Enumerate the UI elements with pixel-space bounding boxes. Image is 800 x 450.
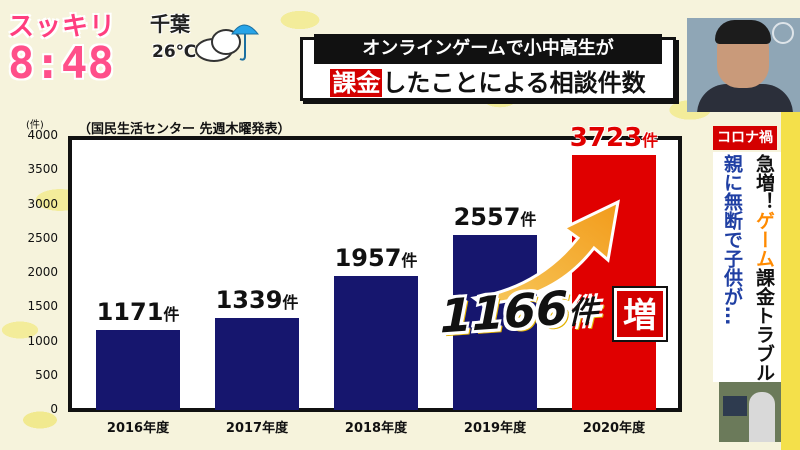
side-caption-main: 急増！ゲーム課金トラブル — [749, 154, 779, 382]
bar-2020年度 — [572, 154, 656, 410]
side-caption-panel: 急増！ゲーム課金トラブル 親に無断で子供が… — [713, 152, 781, 382]
title-line2: 課金したことによる相談件数 — [303, 68, 673, 98]
channel-watermark-icon — [772, 22, 794, 44]
thumbnail-screen — [723, 396, 747, 416]
title-highlight: 課金 — [330, 69, 383, 97]
bar-2019年度 — [453, 234, 537, 410]
presenter-camera — [687, 18, 800, 112]
presenter-suit — [697, 84, 793, 112]
bar-2016年度 — [96, 329, 180, 410]
increase-badge: 増 — [614, 288, 666, 340]
program-logo: スッキリ — [8, 12, 117, 42]
topic-tag: コロナ禍 — [713, 126, 777, 150]
side-caption-trouble: 課金トラブル — [753, 268, 775, 382]
y-tick-label: 3500 — [27, 162, 58, 177]
presenter-hair — [715, 20, 771, 44]
y-tick-label: 4000 — [27, 128, 58, 142]
increase-unit: 件 — [568, 294, 599, 332]
side-caption-sub: 親に無断で子供が… — [721, 154, 743, 325]
increase-arrow-icon — [470, 199, 620, 306]
x-tick-label: 2016年度 — [106, 421, 170, 436]
side-accent-strip — [781, 110, 800, 450]
weather-temp: 26℃ — [152, 42, 197, 62]
x-tick-label: 2018年度 — [344, 421, 408, 436]
y-tick-label: 3000 — [27, 196, 58, 211]
side-caption-game: ゲーム — [753, 211, 775, 268]
cloud-umbrella-icon — [195, 24, 260, 62]
y-tick-label: 1500 — [27, 299, 58, 314]
bar-value-label: 3723件 — [569, 122, 659, 153]
y-tick-label: 2000 — [27, 265, 58, 279]
bar-2017年度 — [215, 318, 299, 410]
increase-annotation: 1166件 — [440, 278, 599, 344]
x-tick-label: 2017年度 — [225, 421, 289, 436]
clock-time: 8:48 — [8, 38, 114, 89]
bar-value-label: 1957件 — [334, 243, 418, 272]
bar-value-label: 2557件 — [453, 202, 537, 231]
bar-value-label: 1339件 — [215, 286, 299, 315]
y-tick-label: 2500 — [27, 230, 58, 245]
y-tick-label: 500 — [35, 367, 58, 382]
bar-2018年度 — [334, 275, 418, 410]
thumbnail-person — [749, 392, 775, 442]
side-caption-surge: 急増！ — [753, 154, 775, 211]
bar-value-label: 1171件 — [96, 297, 180, 326]
title-banner: オンラインゲームで小中高生が 課金したことによる相談件数 — [300, 34, 676, 101]
title-line1: オンラインゲームで小中高生が — [314, 34, 662, 64]
weather-city: 千葉 — [150, 12, 190, 36]
y-tick-label: 0 — [50, 402, 58, 416]
y-tick-label: 1000 — [27, 333, 58, 348]
x-tick-label: 2020年度 — [582, 421, 646, 436]
x-tick-label: 2019年度 — [463, 421, 527, 436]
source-note: （国民生活センター 先週木曜発表） — [78, 122, 291, 137]
title-rest: したことによる相談件数 — [382, 69, 646, 97]
video-thumbnail — [719, 382, 781, 442]
increase-value: 1166 — [440, 280, 569, 344]
y-axis-unit: (件) — [26, 120, 44, 131]
